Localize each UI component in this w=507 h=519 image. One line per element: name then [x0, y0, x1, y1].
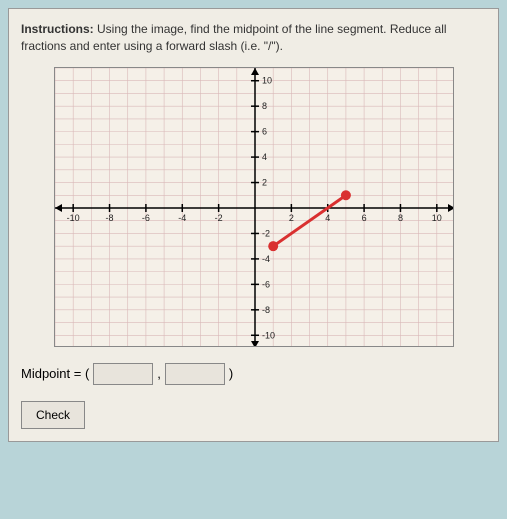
midpoint-y-input[interactable] — [165, 363, 225, 385]
svg-text:-10: -10 — [262, 330, 275, 340]
svg-text:8: 8 — [262, 101, 267, 111]
svg-text:6: 6 — [262, 126, 267, 136]
svg-text:10: 10 — [262, 75, 272, 85]
svg-text:-4: -4 — [262, 254, 270, 264]
svg-text:6: 6 — [361, 213, 366, 223]
instructions-text: Instructions: Using the image, find the … — [21, 21, 486, 55]
svg-text:4: 4 — [325, 213, 330, 223]
svg-text:-2: -2 — [214, 213, 222, 223]
svg-text:-2: -2 — [262, 228, 270, 238]
midpoint-x-input[interactable] — [93, 363, 153, 385]
graph-container: -10 -8 -6 -4 -2 2 4 6 8 10 10 8 6 4 2 -2 -4 -6 -8 -10 — [21, 67, 486, 347]
midpoint-suffix: ) — [229, 366, 233, 381]
svg-text:-6: -6 — [262, 279, 270, 289]
coordinate-graph: -10 -8 -6 -4 -2 2 4 6 8 10 10 8 6 4 2 -2 -4 -6 -8 -10 — [54, 67, 454, 347]
exercise-card: Instructions: Using the image, find the … — [8, 8, 499, 442]
svg-text:2: 2 — [262, 177, 267, 187]
svg-text:4: 4 — [262, 152, 267, 162]
svg-text:8: 8 — [397, 213, 402, 223]
svg-text:-8: -8 — [262, 304, 270, 314]
svg-text:-8: -8 — [105, 213, 113, 223]
svg-text:-10: -10 — [66, 213, 79, 223]
svg-text:-4: -4 — [178, 213, 186, 223]
check-button[interactable]: Check — [21, 401, 85, 429]
midpoint-prefix: Midpoint = ( — [21, 366, 89, 381]
svg-text:-6: -6 — [141, 213, 149, 223]
svg-text:2: 2 — [288, 213, 293, 223]
instructions-label: Instructions: — [21, 22, 94, 36]
svg-text:10: 10 — [431, 213, 441, 223]
midpoint-separator: , — [157, 366, 161, 381]
answer-row: Midpoint = ( , ) — [21, 363, 486, 385]
